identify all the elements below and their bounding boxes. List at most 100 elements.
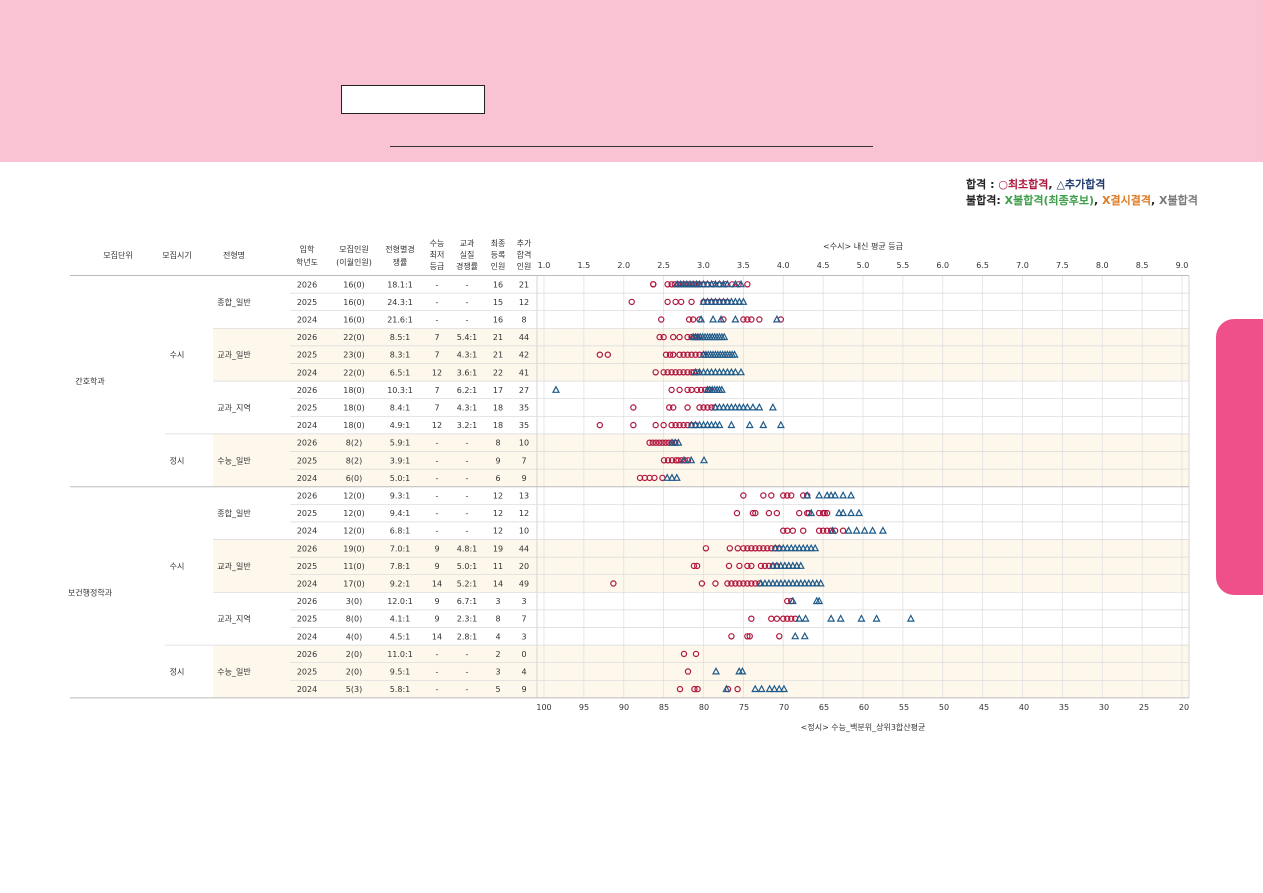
- initial-pass-point: [697, 386, 705, 394]
- cell-real-ratio: -: [466, 298, 469, 307]
- cell-quota: 17(0): [343, 580, 365, 589]
- cell-additional: 10: [519, 527, 529, 536]
- top-axis-tick: 4.0: [777, 261, 790, 270]
- cell-final: 21: [493, 333, 503, 342]
- initial-pass-point: [676, 386, 683, 394]
- initial-pass-point: [689, 316, 697, 323]
- cell-ratio: 4.9:1: [390, 421, 411, 430]
- cell-additional: 13: [519, 492, 529, 501]
- additional-pass-point: [711, 420, 720, 429]
- initial-pass-point: [652, 369, 659, 376]
- bottom-axis-tick: 90: [619, 703, 629, 712]
- initial-pass-point: [734, 685, 741, 693]
- cell-minimum: 12: [432, 368, 442, 377]
- initial-pass-point: [789, 527, 797, 534]
- header-quota-line: 모집인원: [339, 244, 368, 254]
- initial-pass-point: [788, 492, 795, 499]
- additional-pass-point: [770, 684, 779, 693]
- initial-pass-point: [748, 615, 755, 622]
- cell-quota: 3(0): [346, 597, 362, 606]
- additional-pass-point: [699, 367, 708, 376]
- initial-pass-point: [760, 492, 767, 499]
- banner-title-box: [341, 85, 485, 114]
- cell-quota: 19(0): [343, 544, 365, 553]
- additional-pass-point: [719, 367, 728, 376]
- cell-minimum: 7: [434, 351, 439, 360]
- additional-pass-point: [727, 297, 736, 305]
- additional-pass-point: [828, 526, 837, 534]
- top-axis-tick: 8.0: [1096, 261, 1109, 270]
- additional-pass-point: [736, 367, 745, 376]
- cell-minimum: -: [436, 668, 439, 677]
- top-axis-tick: 5.0: [857, 261, 870, 270]
- cell-year: 2025: [297, 615, 317, 624]
- additional-pass-point: [719, 297, 728, 305]
- header-period: 모집시기: [162, 250, 191, 260]
- cell-year: 2026: [297, 492, 317, 501]
- initial-pass-point: [688, 351, 695, 358]
- row-band: [213, 433, 1189, 487]
- initial-pass-point: [796, 509, 803, 517]
- cell-year: 2025: [297, 351, 317, 360]
- top-axis-tick: 3.0: [697, 261, 710, 270]
- cell-quota: 18(0): [343, 386, 365, 395]
- additional-pass-point: [674, 438, 683, 446]
- cell-year: 2026: [297, 597, 317, 606]
- initial-pass-point: [736, 562, 743, 570]
- cell-quota: 23(0): [343, 351, 365, 360]
- side-tab[interactable]: [1216, 319, 1263, 595]
- cell-ratio: 4.5:1: [390, 632, 411, 641]
- cell-quota: 11(0): [343, 562, 365, 571]
- cell-ratio: 24.3:1: [387, 298, 413, 307]
- cell-type: 교과_지역: [217, 403, 250, 413]
- additional-pass-point: [707, 297, 716, 305]
- bottom-axis-title: <정시> 수능_백분위_상위3합산평균: [801, 722, 926, 732]
- cell-final: 16: [493, 316, 503, 325]
- additional-pass-point: [800, 631, 809, 640]
- cell-additional: 7: [521, 615, 526, 624]
- cell-real-ratio: 5.2:1: [457, 580, 478, 589]
- cell-quota: 12(0): [343, 527, 365, 536]
- cell-final: 21: [493, 351, 503, 360]
- initial-pass-point: [733, 509, 741, 517]
- cell-year: 2024: [297, 474, 317, 483]
- cell-minimum: 7: [434, 386, 439, 395]
- initial-pass-point: [752, 545, 759, 552]
- top-axis-tick: 7.5: [1056, 261, 1069, 270]
- cell-final: 2: [495, 650, 500, 659]
- initial-pass-point: [724, 580, 731, 587]
- initial-pass-point: [725, 562, 733, 570]
- additional-pass-point: [836, 614, 845, 622]
- cell-quota: 12(0): [343, 492, 365, 501]
- additional-pass-point: [731, 279, 740, 288]
- additional-pass-point: [755, 403, 764, 411]
- cell-final: 12: [493, 527, 503, 536]
- additional-pass-point: [857, 614, 866, 622]
- additional-pass-point: [792, 561, 801, 569]
- bottom-axis-tick: 55: [899, 703, 909, 712]
- initial-pass-point: [732, 580, 739, 587]
- cell-year: 2025: [297, 456, 317, 465]
- cell-type: 종합_일반: [217, 509, 251, 518]
- additional-pass-point: [779, 543, 788, 552]
- cell-real-ratio: -: [466, 668, 469, 677]
- additional-pass-point: [827, 491, 836, 499]
- additional-pass-point: [765, 684, 774, 693]
- cell-quota: 12(0): [343, 509, 365, 518]
- initial-pass-point: [736, 580, 743, 587]
- additional-pass-point: [823, 491, 832, 499]
- additional-pass-point: [699, 420, 708, 429]
- initial-pass-point: [740, 545, 747, 552]
- cell-final: 12: [493, 509, 503, 518]
- cell-ratio: 3.9:1: [390, 456, 411, 465]
- legend-comma-2: ,: [1094, 194, 1099, 207]
- additional-pass-point: [803, 491, 812, 499]
- additional-pass-point: [703, 420, 712, 429]
- cell-real-ratio: -: [466, 650, 469, 659]
- initial-pass-point: [839, 527, 847, 534]
- additional-pass-point: [707, 367, 716, 376]
- cell-ratio: 11.0:1: [387, 650, 413, 659]
- additional-pass-point: [800, 579, 809, 587]
- additional-pass-point: [731, 315, 740, 323]
- initial-pass-point: [768, 615, 775, 622]
